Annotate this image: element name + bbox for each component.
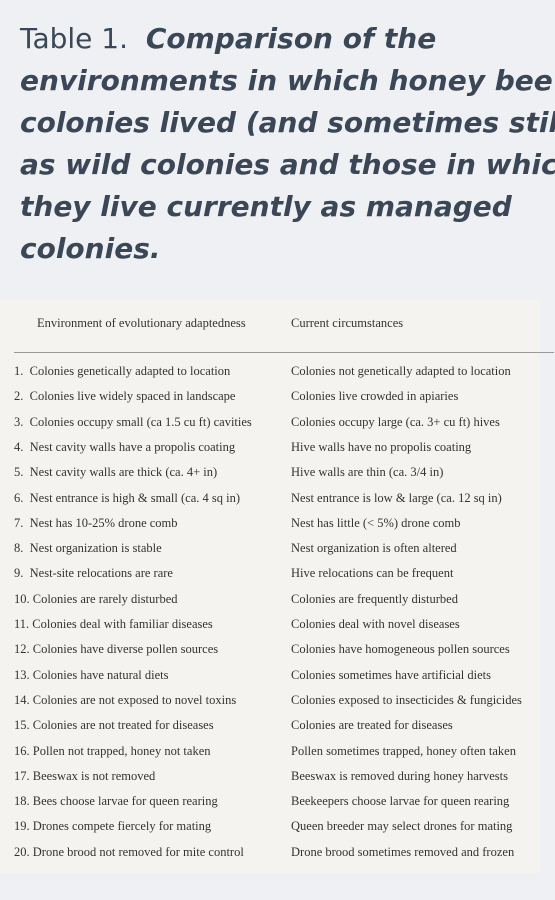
cell-left: 8. Nest organization is stable — [14, 541, 162, 556]
cell-left: 11. Colonies deal with familiar diseases — [14, 617, 213, 631]
header-rule — [14, 352, 554, 353]
cell-right: Colonies sometimes have artificial diets — [291, 667, 491, 682]
caption-line: environments in which honey bee — [20, 60, 555, 102]
caption-line: as wild colonies and those in which — [20, 144, 555, 186]
column-header: Environment of evolutionary adaptedness — [37, 316, 246, 330]
caption-text: colonies lived (and sometimes still do) — [20, 106, 555, 139]
cell-right: Colonies live crowded in apiaries — [291, 389, 459, 404]
table-caption: Table 1. Comparison of the environments i… — [20, 18, 555, 270]
caption-text: as wild colonies and those in which — [20, 148, 555, 181]
caption-line: Table 1. Comparison of the — [20, 18, 555, 60]
cell-left: 13. Colonies have natural diets — [14, 667, 169, 682]
table: Environment of evolutionary adaptedness … — [0, 300, 554, 873]
cell-right: Colonies occupy large (ca. 3+ cu ft) hiv… — [291, 414, 500, 429]
cell-left: 14. Colonies are not exposed to novel to… — [14, 692, 237, 707]
cell-right: Hive walls have no propolis coating — [291, 439, 472, 454]
cell-right: Pollen sometimes trapped, honey often ta… — [291, 743, 516, 758]
cell-left: 6. Nest entrance is high & small (ca. 4 … — [14, 490, 240, 505]
cell-right: Colonies exposed to insecticides & fungi… — [291, 692, 522, 707]
cell-left: 17. Beeswax is not removed — [14, 768, 156, 783]
cell-right: Colonies not genetically adapted to loca… — [291, 364, 511, 378]
cell-left: 20. Drone brood not removed for mite con… — [14, 844, 244, 859]
cell-right: Colonies have homogeneous pollen sources — [291, 642, 510, 657]
cell-left: 16. Pollen not trapped, honey not taken — [14, 743, 211, 758]
cell-left: 12. Colonies have diverse pollen sources — [14, 642, 219, 657]
cell-right: Queen breeder may select drones for mati… — [291, 819, 513, 834]
cell-left: 2. Colonies live widely spaced in landsc… — [14, 389, 236, 404]
cell-left: 7. Nest has 10-25% drone comb — [14, 515, 178, 530]
cell-right: Beekeepers choose larvae for queen reari… — [291, 794, 510, 809]
column-header: Current circumstances — [291, 316, 404, 330]
cell-left: 19. Drones compete fiercely for mating — [14, 819, 212, 834]
cell-right: Colonies deal with novel diseases — [291, 617, 460, 631]
cell-right: Drone brood sometimes removed and frozen — [291, 844, 515, 859]
cell-left: 18. Bees choose larvae for queen rearing — [14, 794, 218, 809]
caption-text: environments in which honey bee — [20, 64, 553, 97]
cell-left: 1. Colonies genetically adapted to locat… — [14, 364, 231, 378]
cell-left: 10. Colonies are rarely disturbed — [14, 591, 178, 606]
cell-right: Hive relocations can be frequent — [291, 566, 454, 581]
cell-right: Beeswax is removed during honey harvests — [291, 768, 508, 783]
caption-text: they live currently as managed — [20, 190, 512, 223]
cell-left: 9. Nest-site relocations are rare — [14, 566, 173, 581]
caption-text: colonies. — [20, 232, 161, 265]
cell-left: 15. Colonies are not treated for disease… — [14, 718, 214, 733]
caption-line: colonies lived (and sometimes still do) — [20, 102, 555, 144]
cell-right: Colonies are frequently disturbed — [291, 591, 458, 606]
cell-left: 3. Colonies occupy small (ca 1.5 cu ft) … — [14, 414, 252, 429]
cell-left: 5. Nest cavity walls are thick (ca. 4+ i… — [14, 465, 218, 480]
table-label: Table 1. — [20, 22, 129, 55]
caption-line: they live currently as managed — [20, 186, 555, 228]
cell-right: Nest organization is often altered — [291, 541, 457, 556]
caption-text: Comparison of the — [145, 22, 437, 55]
cell-right: Nest entrance is low & large (ca. 12 sq … — [291, 490, 502, 505]
caption-line: colonies. — [20, 228, 555, 270]
cell-left: 4. Nest cavity walls have a propolis coa… — [14, 439, 236, 454]
cell-right: Hive walls are thin (ca. 3/4 in) — [291, 465, 444, 480]
cell-right: Colonies are treated for diseases — [291, 718, 453, 733]
cell-right: Nest has little (< 5%) drone comb — [291, 515, 461, 530]
